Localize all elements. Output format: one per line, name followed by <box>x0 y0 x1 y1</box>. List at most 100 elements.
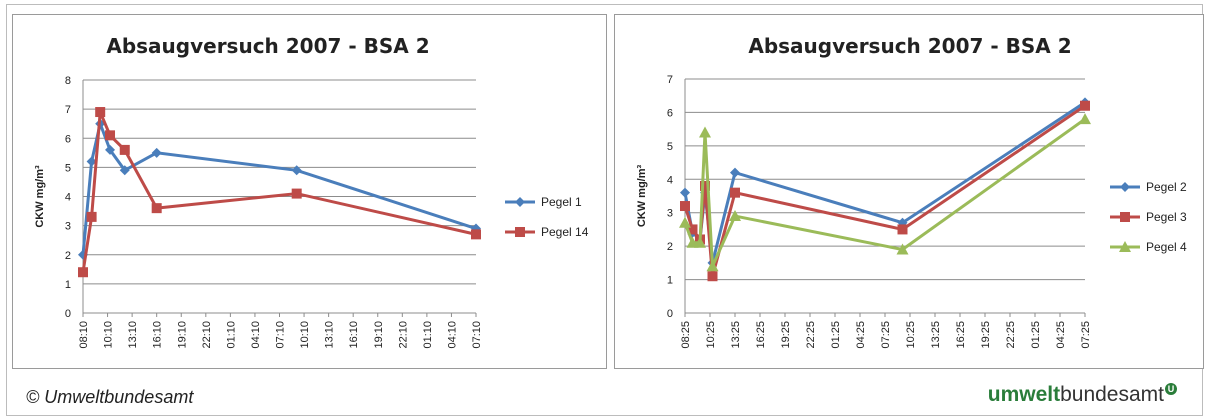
right-series-line-1 <box>683 101 1086 264</box>
left-x-tick-label: 04:10 <box>250 321 262 349</box>
right-data-point <box>729 210 741 222</box>
left-data-point <box>119 165 130 176</box>
left-x-tick-label: 13:10 <box>127 321 139 349</box>
right-x-tick-label: 22:25 <box>1005 321 1017 349</box>
right-y-tick-label: 7 <box>667 74 673 86</box>
right-x-tick-label: 13:25 <box>930 321 942 349</box>
left-x-tick-label: 07:10 <box>275 321 287 349</box>
right-data-point <box>700 180 710 191</box>
left-data-point <box>86 156 97 167</box>
right-data-point <box>707 271 718 282</box>
left-y-tick-label: 4 <box>65 192 71 204</box>
left-y-tick-label: 0 <box>65 308 71 320</box>
left-series-line-1 <box>81 118 477 255</box>
right-y-tick-label: 4 <box>667 174 673 186</box>
left-x-tick-label: 19:10 <box>176 321 188 349</box>
left-y-tick-label: 5 <box>65 162 71 174</box>
left-data-point <box>471 229 481 240</box>
right-x-tick-label: 22:25 <box>805 321 817 349</box>
left-chart-title: Absaugversuch 2007 - BSA 2 <box>106 34 429 58</box>
left-y-tick-label: 2 <box>65 250 71 262</box>
right-data-point <box>679 216 691 228</box>
right-x-tick-label: 08:25 <box>680 321 692 349</box>
left-y-tick-label: 3 <box>65 221 71 233</box>
right-x-tick-label: 13:25 <box>730 321 742 349</box>
right-x-tick-label: 16:25 <box>755 321 767 349</box>
left-data-point <box>119 144 130 155</box>
right-legend-label: Pegel 3 <box>1146 210 1187 224</box>
right-x-tick-label: 07:25 <box>880 321 892 349</box>
right-legend-label: Pegel 4 <box>1146 240 1187 254</box>
right-data-point <box>706 260 719 272</box>
right-y-tick-label: 0 <box>667 308 673 320</box>
right-x-tick-label: 04:25 <box>855 321 867 349</box>
left-data-point <box>291 188 302 199</box>
left-data-point <box>105 130 116 141</box>
right-x-tick-label: 04:25 <box>1055 321 1067 349</box>
left-legend-label: Pegel 14 <box>541 225 589 239</box>
left-x-tick-label: 08:10 <box>78 321 90 349</box>
logo-rest-text: bundesamt <box>1060 383 1164 406</box>
left-x-tick-label: 22:10 <box>397 321 409 349</box>
logo-bold-text: umwelt <box>987 383 1061 406</box>
umweltbundesamt-logo: umweltbundesamt U <box>988 383 1177 407</box>
left-data-point <box>105 144 116 155</box>
left-x-tick-label: 16:10 <box>348 321 360 349</box>
right-y-tick-label: 2 <box>667 241 673 253</box>
chart-panel-left: Absaugversuch 2007 - BSA 2 0 1 2 3 4 5 6 7 8 08:10… <box>12 14 607 369</box>
left-x-tick-label: 07:10 <box>471 321 483 349</box>
left-y-tick-label: 7 <box>65 104 71 116</box>
left-data-point <box>86 211 97 222</box>
right-y-tick-label: 3 <box>667 208 673 220</box>
left-legend-marker <box>515 227 525 237</box>
right-x-tick-label: 01:25 <box>1030 321 1042 349</box>
right-x-tick-label: 07:25 <box>1080 321 1092 349</box>
left-x-tick-label: 16:10 <box>152 321 164 349</box>
right-y-axis-label: CKW mg/m³ <box>636 165 648 228</box>
right-data-point <box>680 187 690 198</box>
left-data-point <box>291 165 302 176</box>
left-data-point <box>151 203 162 214</box>
right-legend-marker <box>1119 241 1131 252</box>
chart-right: Absaugversuch 2007 - BSA 2 0 1 2 3 4 5 6 7 08:25 1… <box>636 34 1187 349</box>
left-data-point <box>151 147 162 158</box>
right-legend-marker <box>1120 182 1130 192</box>
right-data-point <box>680 201 690 212</box>
right-x-tick-label: 19:25 <box>980 321 992 349</box>
left-x-tick-label: 10:10 <box>299 321 311 349</box>
right-y-tick-label: 5 <box>667 141 673 153</box>
left-x-tick-label: 22:10 <box>201 321 213 349</box>
left-x-tick-label: 19:10 <box>373 321 385 349</box>
right-y-tick-label: 1 <box>667 275 673 287</box>
chart-left: Absaugversuch 2007 - BSA 2 0 1 2 3 4 5 6 7 8 08:10… <box>34 34 589 349</box>
left-x-tick-label: 01:10 <box>422 321 434 349</box>
left-x-tick-label: 01:10 <box>225 321 237 349</box>
left-legend-label: Pegel 1 <box>541 195 582 209</box>
right-x-tick-label: 10:25 <box>705 321 717 349</box>
right-x-tick-label: 16:25 <box>955 321 967 349</box>
left-y-axis-label: CKW mg/m³ <box>34 165 46 228</box>
right-data-point <box>694 236 706 248</box>
right-chart-title: Absaugversuch 2007 - BSA 2 <box>748 34 1071 58</box>
right-data-point <box>1080 100 1090 111</box>
right-y-tick-label: 6 <box>667 107 673 119</box>
right-series-line-2 <box>683 104 1086 277</box>
right-x-tick-label: 19:25 <box>780 321 792 349</box>
left-data-point <box>95 107 106 118</box>
right-data-point <box>699 126 711 138</box>
left-x-tick-label: 04:10 <box>446 321 458 349</box>
right-x-tick-label: 10:25 <box>905 321 917 349</box>
left-legend-marker <box>515 197 525 207</box>
logo-mark-icon: U <box>1165 383 1177 395</box>
left-series-line-2 <box>81 111 477 273</box>
left-y-tick-label: 6 <box>65 133 71 145</box>
copyright-text: © Umweltbundesamt <box>26 387 194 407</box>
right-data-point <box>896 243 909 255</box>
right-data-point <box>897 224 908 235</box>
left-x-tick-label: 13:10 <box>324 321 336 349</box>
left-y-tick-label: 8 <box>65 75 71 87</box>
right-data-point <box>687 224 698 235</box>
right-x-tick-label: 01:25 <box>830 321 842 349</box>
chart-panel-right: Absaugversuch 2007 - BSA 2 0 1 2 3 4 5 6 7 08:25 1… <box>614 14 1204 369</box>
right-legend-marker <box>1120 212 1130 222</box>
